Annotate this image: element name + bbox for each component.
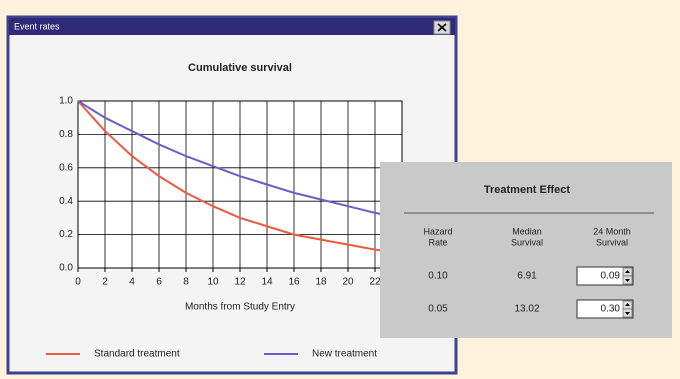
column-header: Hazard [423,226,452,236]
survival-input[interactable] [576,299,634,319]
x-tick-label: 18 [315,277,327,288]
x-tick-label: 6 [156,277,162,288]
x-tick-label: 10 [207,277,219,288]
legend-label: Standard treatment [94,349,180,360]
spin-arrow [625,303,630,306]
close-icon [437,23,447,32]
cell-value: 6.91 [517,271,537,282]
cell-value: 13.02 [514,304,539,315]
input-value: 0.30 [601,304,621,315]
treatment-panel: Treatment Effect HazardRateMedianSurviva… [380,162,672,338]
input-value: 0.09 [601,271,621,282]
y-tick-label: 0.2 [59,229,73,240]
cell-value: 0.05 [428,304,448,315]
column-header: Median [512,226,542,236]
window-title: Event rates [14,21,60,31]
x-axis-label: Months from Study Entry [185,302,295,313]
column-header: Survival [596,237,628,247]
x-tick-label: 2 [102,277,108,288]
chart-title: Cumulative survival [188,62,292,74]
series-line [77,100,403,219]
plot: 0.00.20.40.60.81.0024681012141618202224 [59,96,408,288]
y-tick-label: 0.0 [59,263,73,274]
spin-arrow [625,279,630,282]
x-tick-label: 22 [369,277,381,288]
x-tick-label: 8 [183,277,189,288]
y-tick-label: 0.8 [59,129,73,140]
x-tick-label: 0 [75,277,81,288]
legend: Standard treatment New treatment [46,349,377,360]
panel-title: Treatment Effect [484,184,571,196]
column-header: Survival [511,237,543,247]
survival-input[interactable] [576,266,634,286]
x-tick-label: 12 [234,277,246,288]
x-tick-label: 16 [288,277,300,288]
column-header: 24 Month [593,226,631,236]
y-tick-label: 0.6 [59,162,73,173]
column-header: Rate [428,237,447,247]
y-tick-label: 1.0 [59,96,73,107]
cell-value: 0.10 [428,271,448,282]
spin-arrow [625,312,630,315]
spin-arrow [625,270,630,273]
y-tick-label: 0.4 [59,196,73,207]
x-tick-label: 4 [129,277,135,288]
title-bar [9,18,455,35]
x-tick-label: 14 [261,277,273,288]
x-tick-label: 20 [342,277,354,288]
series-line [77,100,403,254]
legend-label: New treatment [312,349,377,360]
